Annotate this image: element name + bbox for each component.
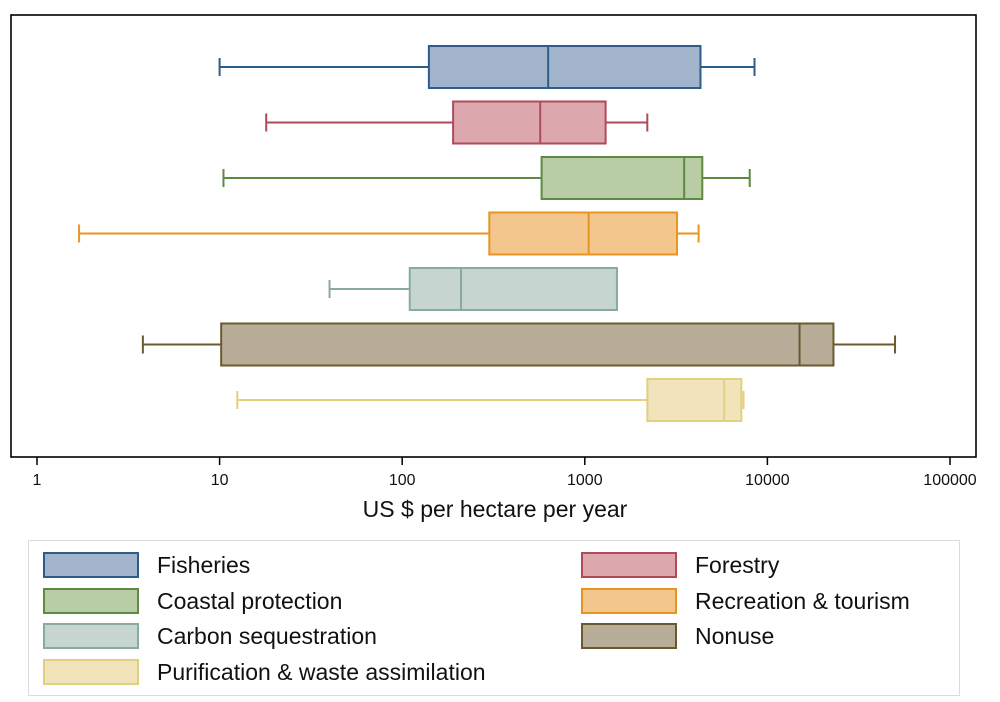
legend-swatch	[43, 588, 139, 614]
interquartile-box	[427, 45, 702, 89]
legend-label: Nonuse	[695, 622, 775, 649]
legend-swatch	[43, 623, 139, 649]
box-coastal-protection	[222, 156, 751, 200]
box-purification-waste-assimilation	[236, 378, 745, 422]
legend-label: Carbon sequestration	[157, 622, 377, 649]
x-tick-label: 100	[389, 472, 416, 489]
box-nonuse	[141, 322, 897, 367]
legend-label: Forestry	[695, 551, 780, 578]
legend-swatch	[43, 552, 139, 578]
legend-swatch	[581, 623, 677, 649]
box-forestry	[265, 100, 649, 145]
legend-label: Coastal protection	[157, 587, 343, 614]
legend-item-fisheries: Fisheries	[43, 551, 250, 579]
legend-swatch	[43, 659, 139, 685]
box-fisheries	[218, 45, 756, 89]
boxplot-chart: 1 10 100 1000 10000 100000 US $ per hectare p…	[10, 14, 977, 522]
x-tick-label: 10	[211, 472, 229, 489]
legend-item-coastal-protection: Coastal protection	[43, 587, 342, 615]
x-tick-label: 1000	[567, 472, 603, 489]
x-tick-label: 1	[33, 472, 42, 489]
legend: Fisheries Forestry Coastal protection Re…	[28, 540, 960, 696]
interquartile-box	[452, 100, 607, 145]
legend-item-recreation-tourism: Recreation & tourism	[581, 587, 910, 615]
interquartile-box	[488, 211, 679, 256]
x-tick-label: 10000	[745, 472, 790, 489]
legend-item-forestry: Forestry	[581, 551, 779, 579]
x-tick-label: 100000	[923, 472, 976, 489]
legend-swatch	[581, 552, 677, 578]
legend-label: Purification & waste assimilation	[157, 658, 486, 685]
legend-label: Recreation & tourism	[695, 587, 910, 614]
legend-swatch	[581, 588, 677, 614]
box-carbon-sequestration	[328, 267, 618, 311]
legend-item-nonuse: Nonuse	[581, 622, 774, 650]
legend-label: Fisheries	[157, 551, 251, 578]
box-recreation-tourism	[78, 211, 700, 256]
interquartile-box	[646, 378, 743, 422]
interquartile-box	[220, 322, 835, 367]
legend-item-purification-waste: Purification & waste assimilation	[43, 658, 486, 686]
interquartile-box	[540, 156, 704, 200]
x-axis-label: US $ per hectare per year	[363, 496, 628, 522]
legend-item-carbon-sequestration: Carbon sequestration	[43, 622, 377, 650]
interquartile-box	[408, 267, 618, 311]
